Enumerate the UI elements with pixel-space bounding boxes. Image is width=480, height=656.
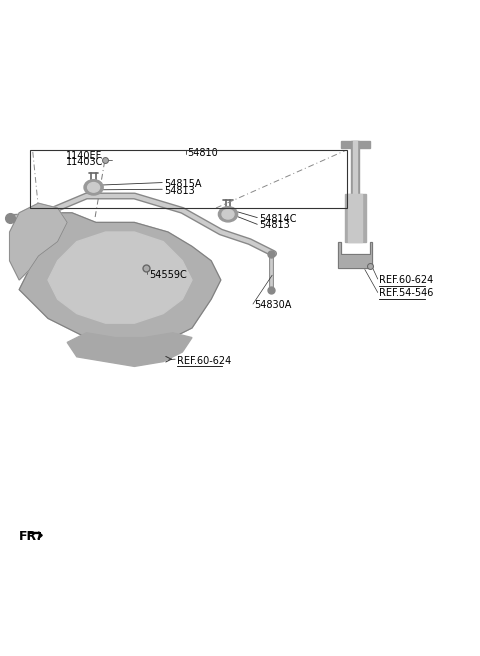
Text: REF.60-624: REF.60-624 xyxy=(177,356,231,365)
Polygon shape xyxy=(29,532,42,539)
Polygon shape xyxy=(19,213,221,342)
Text: REF.54-546: REF.54-546 xyxy=(379,289,433,298)
Text: 54814C: 54814C xyxy=(259,214,297,224)
Text: 54559C: 54559C xyxy=(149,270,187,280)
Text: 54813: 54813 xyxy=(164,186,195,195)
Ellipse shape xyxy=(88,182,100,192)
Bar xyxy=(351,141,359,194)
Text: 54830A: 54830A xyxy=(254,300,292,310)
Polygon shape xyxy=(338,241,372,268)
Bar xyxy=(341,141,370,148)
Text: 1140EF: 1140EF xyxy=(66,151,103,161)
Bar xyxy=(353,141,357,194)
Text: 54815A: 54815A xyxy=(164,179,202,189)
Text: FR.: FR. xyxy=(19,530,42,543)
Bar xyxy=(348,194,362,241)
Text: 54810: 54810 xyxy=(187,148,218,158)
Ellipse shape xyxy=(84,180,103,195)
Text: 54813: 54813 xyxy=(259,220,290,230)
Text: REF.60-624: REF.60-624 xyxy=(379,275,433,285)
Polygon shape xyxy=(48,232,192,323)
Ellipse shape xyxy=(218,207,238,222)
Bar xyxy=(345,194,366,241)
Polygon shape xyxy=(67,333,192,367)
Text: 11403C: 11403C xyxy=(66,157,104,167)
Polygon shape xyxy=(10,203,67,280)
Ellipse shape xyxy=(222,209,234,219)
